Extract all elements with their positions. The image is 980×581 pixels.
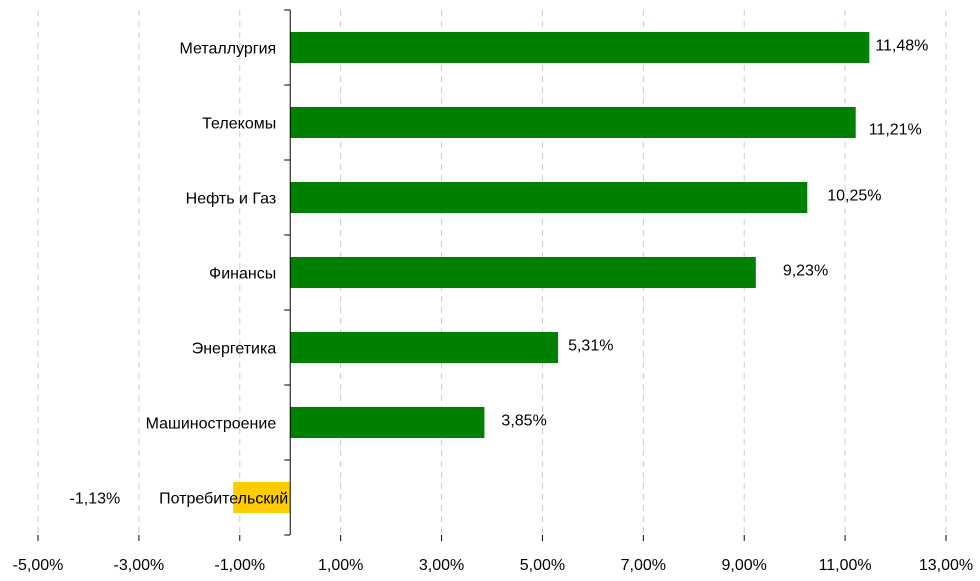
- category-label: Финансы: [209, 266, 276, 283]
- category-label: Потребительский: [159, 491, 288, 508]
- bars: [233, 32, 870, 513]
- x-tick-label: 11,00%: [819, 557, 872, 574]
- bar: [290, 257, 756, 288]
- x-tick-label: 5,00%: [520, 557, 565, 574]
- value-label: -1,13%: [70, 491, 121, 508]
- value-label: 3,85%: [501, 413, 546, 430]
- bar: [290, 182, 808, 213]
- bar: [290, 332, 559, 363]
- category-label: Телекомы: [202, 116, 276, 133]
- x-tick-label: 3,00%: [419, 557, 464, 574]
- x-tick-label: 13,00%: [919, 557, 973, 574]
- x-tick-label: -3,00%: [114, 557, 165, 574]
- bar: [290, 107, 856, 138]
- x-tick-label: 1,00%: [318, 557, 363, 574]
- x-tick-label: 7,00%: [621, 557, 666, 574]
- axes: [37, 9, 947, 541]
- value-label: 10,25%: [827, 188, 881, 205]
- labels: -5,00% -3,00% -1,00% 1,00% 3,00% 5,00% 7,00% 9,…: [13, 38, 973, 575]
- bar: [233, 482, 291, 513]
- value-label: 11,48%: [875, 38, 928, 55]
- category-label: Нефть и Газ: [186, 191, 277, 208]
- value-label: 9,23%: [783, 263, 828, 280]
- value-label: 11,21%: [869, 122, 922, 139]
- bar: [290, 407, 485, 438]
- x-tick-label: 9,00%: [722, 557, 767, 574]
- value-label: 5,31%: [568, 338, 613, 355]
- category-label: Металлургия: [179, 41, 276, 58]
- bar: [290, 32, 870, 63]
- x-tick-label: -5,00%: [13, 557, 64, 574]
- category-label: Машиностроение: [146, 416, 277, 433]
- x-tick-label: -1,00%: [214, 557, 265, 574]
- category-label: Энергетика: [192, 341, 277, 358]
